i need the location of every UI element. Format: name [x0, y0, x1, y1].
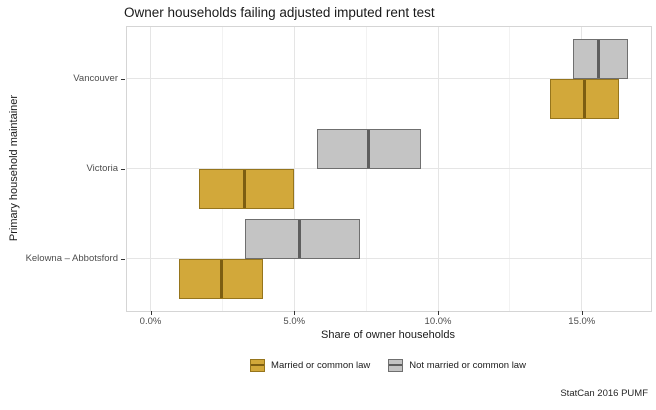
legend-item: Not married or common law	[388, 358, 526, 372]
y-axis-tick	[121, 258, 125, 260]
crossbar-not-married	[317, 128, 421, 169]
y-axis-category-label: Kelowna – Abbotsford	[25, 252, 118, 264]
x-axis-tick	[438, 311, 439, 315]
gridline-major-horizontal	[127, 258, 651, 260]
crossbar-median-line	[582, 79, 586, 118]
x-axis-tick-label: 0.0%	[139, 316, 162, 327]
crossbar-median-line	[298, 219, 301, 258]
legend-key-median-line	[389, 363, 403, 367]
crossbar-median-line	[367, 129, 370, 168]
y-axis-tick	[121, 168, 125, 170]
y-axis-tick	[121, 78, 125, 80]
x-axis-tick-label: 5.0%	[283, 316, 306, 327]
crossbar-married	[550, 78, 620, 119]
crossbar-median-line	[597, 39, 600, 78]
legend-key-swatch	[388, 358, 404, 372]
gridline-major-horizontal	[127, 168, 651, 170]
crossbar-not-married	[245, 218, 361, 259]
x-axis-tick	[150, 311, 152, 315]
legend-item-label: Not married or common law	[409, 359, 526, 371]
x-axis-tick-label: 15.0%	[568, 316, 596, 327]
chart-title: Owner households failing adjusted impute…	[124, 5, 435, 20]
legend-item-label: Married or common law	[271, 359, 371, 371]
crossbar-married	[199, 168, 295, 209]
legend-key-median-line	[251, 363, 265, 367]
x-axis-title: Share of owner households	[321, 329, 455, 341]
y-axis-category-label: Vancouver	[73, 72, 118, 84]
plot-panel	[126, 26, 652, 312]
y-axis-category-label: Victoria	[86, 162, 118, 174]
gridline-major-horizontal	[127, 78, 651, 80]
legend-item: Married or common law	[250, 358, 371, 372]
x-axis-tick	[294, 311, 296, 315]
crossbar-median-line	[243, 169, 247, 208]
legend-key-swatch	[250, 358, 266, 372]
crossbar-median-line	[220, 259, 224, 298]
legend: Married or common law Not married or comm…	[126, 356, 650, 374]
x-axis-tick	[581, 311, 583, 315]
crossbar-married	[179, 258, 263, 299]
x-axis-tick-label: 10.0%	[424, 316, 452, 327]
crossbar-not-married	[573, 38, 628, 79]
chart-caption: StatCan 2016 PUMF	[560, 388, 648, 399]
